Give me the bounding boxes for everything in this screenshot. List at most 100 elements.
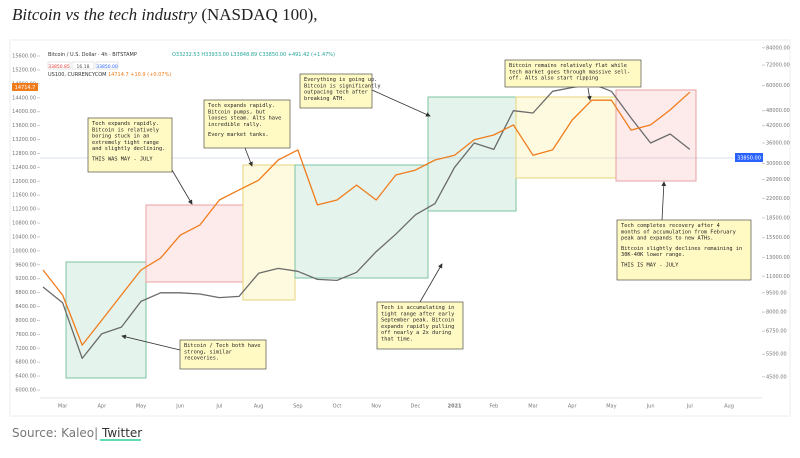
source-prefix: Source: Kaleo|: [12, 426, 98, 440]
note-text: Bitcoin slightly declines remaining in: [621, 246, 742, 252]
note-text: Bitcoin remains relatively flat while: [509, 63, 627, 69]
x-tick-label: Jul: [215, 404, 222, 410]
note-text: Bitcoin is significantly: [304, 83, 381, 89]
x-tick-label: Jul: [686, 404, 693, 410]
note-text: Tech expands rapidly.: [208, 103, 275, 109]
y2-tick-label: 18500.00: [766, 215, 790, 221]
x-tick-label: Mar: [528, 404, 538, 410]
y-tick-label: 8000.00: [15, 318, 36, 324]
annotations: Tech expands rapidly.Bitcoin is relative…: [87, 59, 752, 370]
last-price-right: 33850.00: [737, 156, 761, 162]
note-text: September peak. Bitcoin: [381, 318, 454, 324]
y-tick-label: 6800.00: [15, 360, 36, 366]
y-tick-label: 9200.00: [15, 276, 36, 282]
note-text: tech market goes through massive sell-: [509, 69, 630, 75]
quote-box: [47, 61, 71, 70]
arrow: [419, 263, 443, 303]
note-text: Tech completes recovery after 4: [621, 223, 720, 229]
note-box: [299, 73, 373, 109]
series-line: [42, 91, 691, 346]
x-tick-label: 2021: [448, 404, 462, 410]
note-box: [203, 99, 291, 149]
note-text: months of accumulation from February: [621, 229, 736, 235]
y-tick-label: 14000.00: [12, 109, 36, 115]
quote-box: [95, 61, 119, 70]
zone-green: [427, 96, 517, 212]
y2-tick-label: 30000.00: [766, 161, 790, 167]
x-tick-label: Jun: [646, 404, 655, 410]
source-link[interactable]: Twitter: [101, 426, 142, 440]
note-text: strong, similar: [184, 349, 232, 355]
y-tick-label: 11600.00: [12, 193, 36, 199]
y2-tick-label: 22000.00: [766, 196, 790, 202]
y-tick-label: 15200.00: [12, 67, 36, 73]
y2-tick-label: 11000.00: [766, 274, 790, 280]
arrows: [121, 87, 667, 351]
note-text: incredible rally.: [208, 122, 262, 128]
y-tick-label: 13600.00: [12, 123, 36, 129]
note-text: tight range after early: [381, 311, 454, 317]
y-tick-label: 15600.00: [12, 54, 36, 60]
x-tick-label: May: [606, 404, 616, 410]
plot: 6000.00 6400.00 6800.00 7200.00 7600.00 8000.…: [12, 45, 790, 409]
y2-tick-label: 6750.00: [766, 329, 787, 335]
note-text: Bitcoin is relatively: [92, 127, 159, 133]
y-tick-label: 6400.00: [15, 374, 36, 380]
note-text: Bitcoin / Tech both have: [184, 343, 261, 349]
y-tick-label: 10800.00: [12, 221, 36, 227]
zone-red: [615, 89, 697, 182]
quote-box: [71, 61, 95, 70]
note-text: Every market tanks.: [208, 132, 269, 138]
y-tick-label: 12000.00: [12, 179, 36, 185]
note-text: outpacing tech after: [304, 90, 368, 96]
y2-tick-label: 4500.00: [766, 374, 787, 380]
legend-us100: US100, CURRENCYCOM: [48, 72, 106, 78]
arrow: [661, 181, 667, 221]
us100-quote: 14714.7 +10.9 (+0.07%): [108, 72, 171, 78]
quote-value: 33850.00: [96, 64, 118, 70]
note-text: THIS IS MAY - JULY: [621, 263, 679, 269]
x-tick-label: Dec: [411, 404, 421, 410]
y2-tick-label: 15500.00: [766, 235, 790, 241]
quote-boxes: 33850.85 16.18 33850.00: [47, 61, 119, 70]
highlight-zones: [65, 89, 697, 379]
legend-btc: Bitcoin / U.S. Dollar · 4h · BITSTAMP: [48, 52, 137, 58]
note-text: Tech expands rapidly.: [92, 121, 159, 127]
note-text: and slightly declining.: [92, 146, 165, 152]
note-box: [616, 219, 752, 281]
y2-tick-label: 8000.00: [766, 310, 787, 316]
y2-tick-label: 26000.00: [766, 177, 790, 183]
zone-green: [294, 164, 429, 279]
last-price-left: 14714.7: [15, 85, 36, 91]
x-tick-label: Nov: [371, 404, 381, 410]
y-tick-label: 13200.00: [12, 137, 36, 143]
note-box: [87, 117, 173, 173]
title-italic: Bitcoin vs the tech industry: [12, 5, 198, 24]
x-tick-label: Aug: [724, 404, 734, 410]
y-tick-label: 14400.00: [12, 95, 36, 101]
y-tick-label: 10000.00: [12, 248, 36, 254]
arrow: [171, 169, 193, 205]
zone-red: [145, 204, 244, 283]
x-tick-label: Apr: [97, 404, 107, 410]
arrow: [244, 147, 253, 167]
x-tick-label: Apr: [568, 404, 578, 410]
y2-tick-label: 36000.00: [766, 141, 790, 147]
source: Source: Kaleo| Twitter: [12, 426, 142, 440]
note-text: Tech is accumulating in: [381, 305, 454, 311]
note-text: expands rapidly pulling: [381, 324, 454, 330]
y-tick-label: 7200.00: [15, 346, 36, 352]
note-text: off. Alts also start ripping: [509, 76, 598, 82]
note-box: [376, 301, 464, 350]
note-text: that time.: [381, 337, 413, 343]
arrow: [371, 89, 431, 117]
quote-value: 16.18: [77, 64, 90, 70]
x-tick-label: May: [136, 404, 146, 410]
y2-tick-label: 9500.00: [766, 290, 787, 296]
y-tick-label: 7600.00: [15, 332, 36, 338]
note-text: off nearly a 2x during: [381, 330, 451, 336]
note-text: breaking ATH.: [304, 96, 345, 102]
y2-tick-label: 48000.00: [766, 108, 790, 114]
y2-tick-label: 42000.00: [766, 123, 790, 129]
